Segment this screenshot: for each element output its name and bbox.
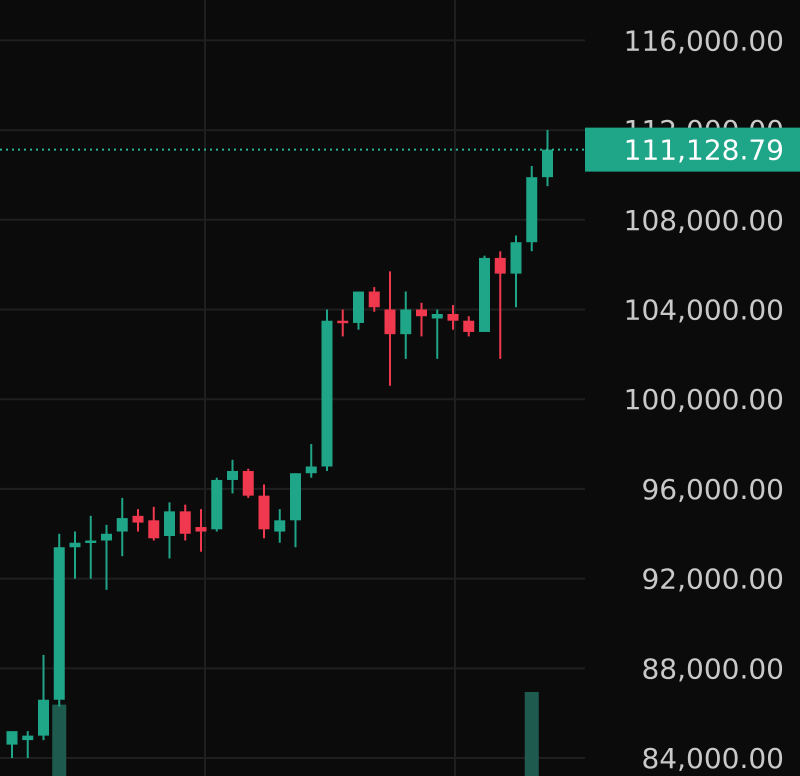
candle[interactable] — [526, 165, 538, 252]
candle[interactable] — [542, 130, 553, 187]
candle-body — [290, 473, 301, 521]
candle-body — [195, 527, 207, 532]
volume-bars — [52, 692, 539, 776]
candle-body — [274, 520, 286, 532]
candle[interactable] — [305, 444, 317, 478]
candle-body — [463, 320, 475, 332]
candle[interactable] — [368, 287, 380, 312]
candle-body — [164, 511, 175, 537]
candle[interactable] — [116, 497, 128, 557]
candle-body — [132, 515, 144, 523]
candle[interactable] — [353, 291, 364, 330]
candle[interactable] — [258, 484, 270, 539]
current-price-label: 111,128.79 — [624, 134, 784, 167]
candle[interactable] — [38, 654, 49, 741]
y-tick-label: 84,000.00 — [641, 742, 784, 775]
candle[interactable] — [22, 731, 34, 759]
current-price-badge — [585, 127, 800, 172]
candle-body — [116, 518, 128, 532]
candle-body — [258, 495, 270, 530]
candle[interactable] — [148, 506, 160, 541]
candle[interactable] — [400, 291, 412, 359]
y-tick-label: 92,000.00 — [641, 563, 784, 596]
candle[interactable] — [510, 235, 522, 308]
current-price-tag[interactable]: 111,128.79 — [585, 127, 800, 172]
candle-body — [211, 479, 223, 530]
candle-body — [69, 542, 81, 548]
candle[interactable] — [195, 509, 207, 552]
y-tick-label: 116,000.00 — [624, 24, 784, 57]
candle-body — [353, 291, 364, 323]
candle[interactable] — [53, 533, 65, 707]
candle-body — [400, 309, 412, 335]
candle-body — [179, 511, 191, 534]
candle[interactable] — [85, 515, 97, 579]
candle-body — [305, 466, 317, 474]
candle[interactable] — [132, 509, 144, 532]
candle[interactable] — [179, 504, 191, 541]
candle[interactable] — [227, 459, 238, 494]
candle-body — [227, 470, 238, 480]
candle-body — [85, 540, 97, 544]
candle-body — [22, 735, 34, 741]
candle[interactable] — [69, 531, 81, 579]
candle[interactable] — [274, 509, 286, 543]
volume-bar — [524, 692, 539, 776]
grid-lines — [0, 0, 585, 776]
candle-body — [431, 313, 443, 319]
candle-body — [101, 533, 112, 541]
candle-body — [494, 257, 506, 274]
candle-body — [510, 242, 522, 274]
candle-body — [479, 257, 490, 332]
candle[interactable] — [337, 309, 349, 337]
candle[interactable] — [211, 477, 223, 532]
candle[interactable] — [242, 468, 254, 498]
candle-body — [416, 309, 427, 317]
candle[interactable] — [164, 502, 175, 559]
candle[interactable] — [479, 255, 490, 332]
y-tick-label: 100,000.00 — [624, 383, 784, 416]
candle[interactable] — [6, 731, 18, 759]
candle[interactable] — [384, 271, 396, 386]
candle[interactable] — [321, 309, 333, 471]
y-tick-label: 88,000.00 — [641, 652, 784, 685]
candle-body — [321, 320, 333, 467]
candle-body — [148, 520, 160, 539]
volume-bar — [52, 704, 67, 776]
candle-body — [337, 320, 349, 324]
candle-body — [526, 177, 538, 243]
candle[interactable] — [290, 473, 301, 548]
candle-body — [384, 309, 396, 335]
candle[interactable] — [431, 309, 443, 359]
candle[interactable] — [463, 316, 475, 337]
y-tick-label: 104,000.00 — [624, 294, 784, 327]
candle[interactable] — [101, 524, 112, 590]
candle-body — [368, 291, 380, 308]
candle[interactable] — [494, 251, 506, 359]
y-tick-label: 96,000.00 — [641, 473, 784, 506]
candle-body — [38, 699, 49, 736]
candle[interactable] — [447, 305, 459, 330]
candle-body — [6, 731, 18, 745]
y-tick-label: 108,000.00 — [624, 204, 784, 237]
candle-body — [53, 547, 65, 700]
candle[interactable] — [416, 302, 427, 337]
candle-body — [242, 470, 254, 496]
candles[interactable] — [6, 130, 554, 759]
candle-body — [542, 149, 553, 178]
candle-body — [447, 313, 459, 321]
